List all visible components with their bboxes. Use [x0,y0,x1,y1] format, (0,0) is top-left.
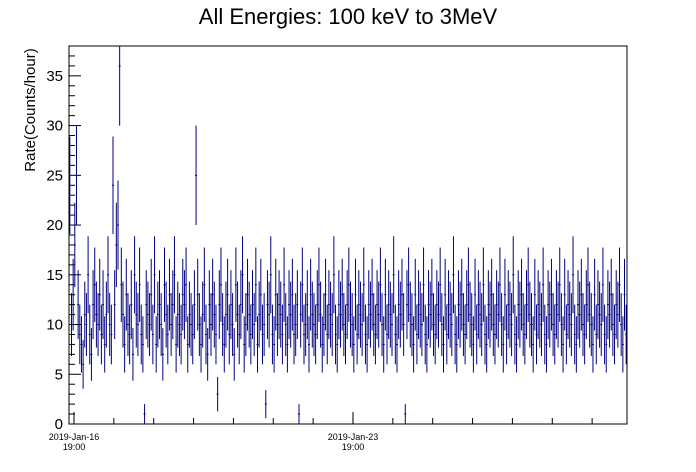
y-tick-label: 30 [46,118,63,135]
x-tick-label: 2019-Jan-23 [328,432,379,442]
y-tick-label: 10 [46,317,63,334]
x-tick-sublabel: 19:00 [342,442,365,452]
y-tick-label: 15 [46,267,63,284]
x-tick-sublabel: 19:00 [63,442,86,452]
y-tick-label: 0 [55,416,63,433]
data-series [68,46,628,424]
y-tick-label: 25 [46,167,63,184]
y-tick-label: 5 [55,366,63,383]
y-axis: 0 5 10 15 20 25 30 35 [46,55,81,433]
y-axis-label: Rate(Counts/hour) [22,48,39,171]
y-tick-label: 20 [46,217,63,234]
plot-frame [68,45,628,425]
chart-title: All Energies: 100 keV to 3MeV [199,4,498,29]
y-tick-label: 35 [46,68,63,85]
x-tick-label: 2019-Jan-16 [49,432,100,442]
